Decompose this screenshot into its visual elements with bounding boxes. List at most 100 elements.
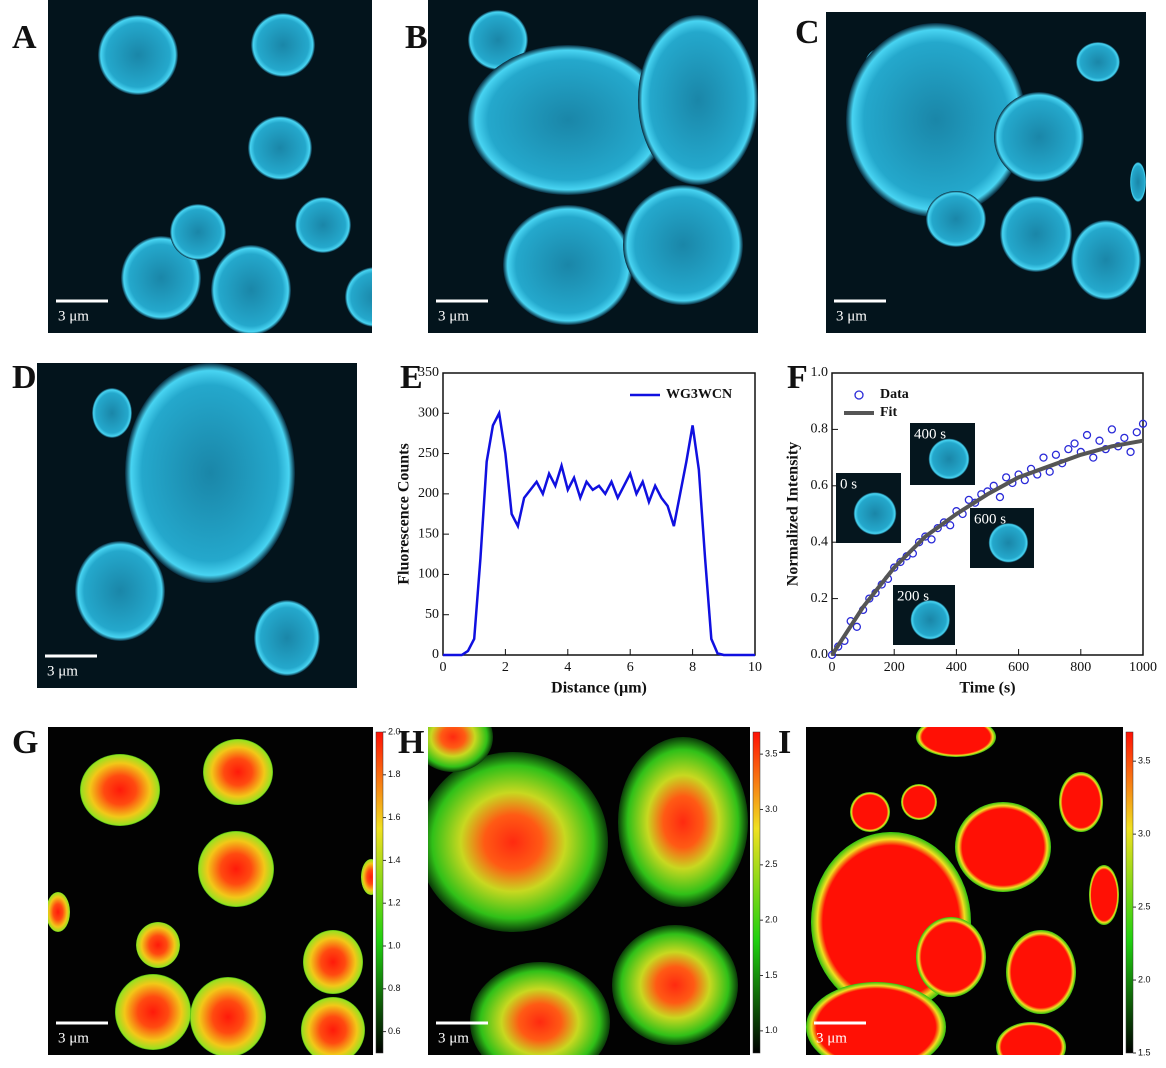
droplet: [996, 1022, 1066, 1055]
droplet: [170, 204, 226, 260]
colorbar-tick-label: 0.8: [388, 983, 401, 993]
legend-label: WG3WCN: [666, 387, 732, 402]
x-axis-label: Distance (μm): [551, 680, 647, 697]
droplet: [254, 600, 320, 676]
data-point: [1138, 419, 1148, 428]
droplet: [901, 784, 937, 820]
scale-bar-label: 3 μm: [58, 308, 89, 324]
x-tick-label: 200: [884, 660, 905, 675]
y-axis-label: Fluorescence Counts: [396, 443, 413, 584]
scale-bar-label: 3 μm: [438, 1030, 469, 1046]
colorbar-tick-label: 2.0: [388, 726, 401, 736]
micrograph: [48, 0, 372, 333]
colorbar-tick-label: 1.0: [388, 940, 401, 950]
colorbar: [375, 731, 384, 1054]
scale-bar-label: 3 μm: [47, 663, 78, 679]
droplet: [1089, 865, 1119, 925]
inset-droplet: [988, 523, 1029, 563]
droplet: [1076, 42, 1120, 82]
panel-letter: G: [12, 724, 38, 761]
legend-marker: [854, 390, 864, 400]
x-tick-label: 2: [502, 660, 509, 675]
inset-droplet: [910, 600, 950, 640]
colorbar-tick-label: 1.2: [388, 898, 401, 908]
panel-letter: F: [787, 359, 808, 396]
x-tick-label: 800: [1070, 660, 1091, 675]
y-tick-label: 0.4: [811, 534, 829, 549]
y-tick-label: 0.6: [811, 478, 829, 493]
droplet: [806, 982, 946, 1055]
inset-label: 400 s: [914, 426, 946, 442]
colorbar: [752, 731, 761, 1054]
y-axis-label: Normalized Intensity: [785, 442, 802, 586]
panel-letter: H: [398, 724, 424, 761]
data-point: [927, 535, 936, 544]
legend-label: Data: [880, 387, 909, 402]
y-tick-label: 0: [432, 647, 439, 662]
data-point: [1002, 473, 1011, 482]
data-point: [852, 622, 862, 631]
panel-letter: D: [12, 359, 37, 396]
colorbar-tick-label: 1.6: [388, 812, 401, 822]
x-tick-label: 10: [748, 660, 762, 675]
droplet: [121, 236, 201, 320]
droplet: [136, 922, 180, 968]
droplet: [303, 930, 363, 994]
y-tick-label: 0.2: [811, 591, 829, 606]
panel-letter: B: [405, 19, 428, 56]
droplet: [198, 831, 274, 907]
colorbar-tick-label: 3.5: [1138, 756, 1151, 766]
legend-label: Fit: [880, 405, 897, 420]
scale-bar-label: 3 μm: [438, 308, 469, 324]
droplet: [850, 792, 890, 832]
droplet: [190, 977, 266, 1055]
y-tick-label: 0.0: [811, 647, 829, 662]
droplet: [846, 23, 1026, 217]
x-tick-label: 0: [829, 660, 836, 675]
colorbar-tick-label: 2.0: [765, 915, 778, 925]
droplet: [345, 267, 372, 327]
droplet: [470, 962, 610, 1055]
droplet: [994, 92, 1084, 182]
droplet: [916, 917, 986, 997]
image-background: [48, 0, 372, 333]
droplet: [916, 727, 996, 757]
data-point: [1089, 453, 1098, 462]
droplet: [618, 737, 748, 907]
y-tick-label: 1.0: [811, 365, 829, 380]
colorbar-tick-label: 1.5: [765, 970, 778, 980]
droplet: [92, 388, 132, 438]
data-point: [995, 492, 1005, 502]
micrograph: [48, 727, 373, 1055]
scale-bar-label: 3 μm: [58, 1030, 89, 1046]
x-tick-label: 0: [440, 660, 447, 675]
x-tick-label: 600: [1008, 660, 1029, 675]
data-point: [1039, 453, 1048, 462]
micrograph: [428, 727, 750, 1055]
droplet: [638, 15, 758, 185]
micrograph: [37, 363, 357, 688]
data-point: [914, 538, 924, 547]
plot-frame: [831, 372, 1144, 656]
data-point: [1064, 444, 1073, 454]
panel-letter: C: [795, 14, 820, 51]
droplet: [203, 739, 273, 805]
y-tick-label: 50: [425, 607, 439, 622]
y-tick-label: 350: [418, 365, 439, 380]
droplet: [251, 13, 315, 77]
droplet: [1071, 220, 1141, 300]
droplet: [211, 245, 291, 333]
colorbar-tick-label: 1.5: [1138, 1047, 1151, 1057]
data-point: [890, 563, 899, 572]
x-tick-label: 400: [946, 660, 967, 675]
data-line: [443, 409, 755, 657]
droplet: [428, 727, 493, 772]
droplet: [428, 752, 608, 932]
droplet: [125, 363, 295, 583]
inset-label: 0 s: [840, 476, 857, 492]
colorbar-tick-label: 1.8: [388, 769, 401, 779]
micrograph: [806, 727, 1123, 1055]
colorbar: [1125, 731, 1134, 1054]
droplet: [301, 997, 365, 1055]
droplet: [48, 892, 70, 932]
